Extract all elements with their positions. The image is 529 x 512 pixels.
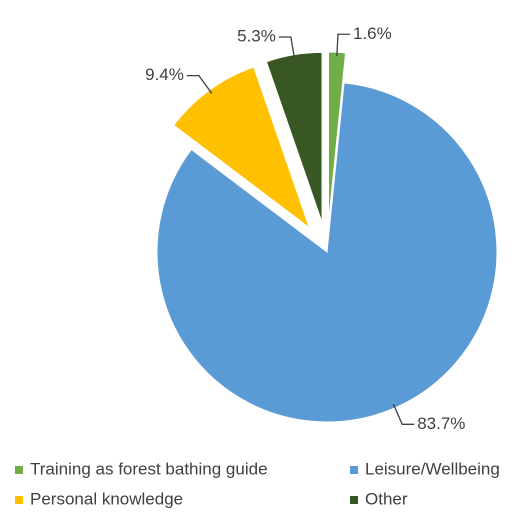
legend-swatch (350, 466, 358, 474)
data-label: 9.4% (145, 65, 184, 84)
data-label: 83.7% (417, 414, 465, 433)
leader-line (336, 33, 350, 57)
leader-line (392, 403, 415, 425)
legend-label: Leisure/Wellbeing (365, 459, 500, 478)
legend-label: Personal knowledge (30, 489, 183, 508)
leader-line (186, 74, 213, 94)
leader-line (278, 36, 296, 59)
legend-label: Other (365, 489, 408, 508)
data-label: 5.3% (237, 26, 276, 45)
legend-swatch (350, 496, 358, 504)
legend-swatch (15, 466, 23, 474)
data-label: 1.6% (353, 24, 392, 43)
legend-label: Training as forest bathing guide (30, 459, 268, 478)
legend-swatch (15, 496, 23, 504)
